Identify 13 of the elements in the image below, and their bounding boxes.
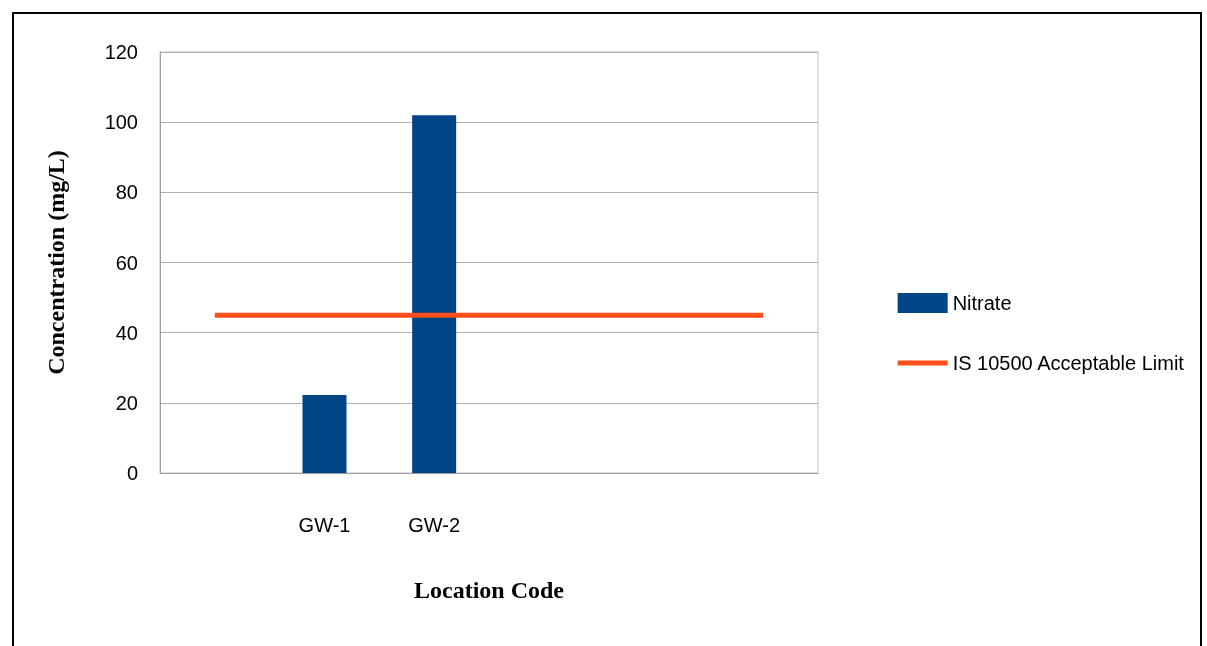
y-tick-label: 60 — [115, 251, 138, 274]
x-axis-title: Location Code — [414, 577, 565, 603]
y-tick-label: 100 — [104, 111, 138, 134]
y-tick-label: 120 — [104, 41, 138, 63]
x-tick-label: GW-2 — [408, 514, 461, 536]
legend-label: IS 10500 Acceptable Limit — [952, 352, 1185, 374]
y-axis-title: Concentration (mg/L) — [43, 150, 69, 375]
x-tick-label: GW-1 — [298, 514, 351, 536]
y-tick-label: 80 — [115, 181, 138, 204]
y-tick-label: 0 — [126, 462, 138, 484]
y-tick-label: 20 — [115, 391, 138, 414]
y-tick-label: 40 — [115, 321, 138, 344]
legend-label: Nitrate — [952, 292, 1012, 314]
